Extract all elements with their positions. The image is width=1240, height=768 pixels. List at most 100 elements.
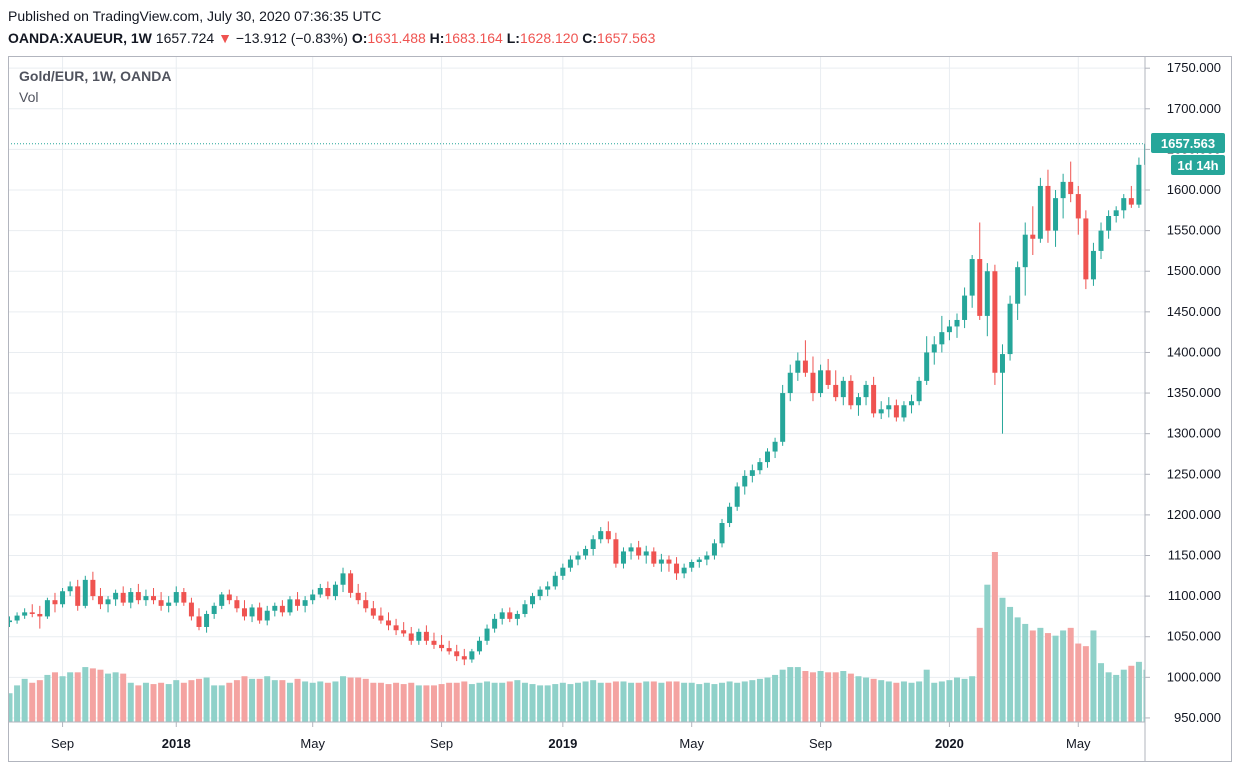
candle-body xyxy=(393,625,399,631)
candle-body xyxy=(727,506,733,524)
volume-bar xyxy=(173,680,180,722)
candle-body xyxy=(378,615,384,621)
candle-body xyxy=(257,607,263,621)
volume-bar xyxy=(461,681,468,722)
candle-body xyxy=(431,640,437,645)
candle-body xyxy=(674,563,680,574)
candle-body xyxy=(863,384,869,398)
volume-bar xyxy=(158,682,165,722)
candle-body xyxy=(757,462,763,471)
volume-bar xyxy=(241,676,248,722)
candle-body xyxy=(476,640,482,652)
volume-bar xyxy=(476,682,483,722)
volume-bar xyxy=(726,681,733,722)
candle-body xyxy=(454,651,460,657)
candle-body xyxy=(984,271,990,316)
volume-bar xyxy=(991,552,998,722)
candle-body xyxy=(537,589,543,597)
volume-bar xyxy=(438,684,445,722)
candle-body xyxy=(878,409,884,414)
low-label: L: xyxy=(506,30,520,46)
candle-body xyxy=(1030,234,1036,239)
candle-body xyxy=(310,594,316,601)
chart-grid xyxy=(8,56,1145,722)
volume-legend[interactable]: Vol xyxy=(19,89,39,105)
volume-bar xyxy=(749,680,756,722)
time-tick-label: 2018 xyxy=(162,736,191,751)
candle-body xyxy=(1113,210,1119,217)
volume-bar xyxy=(249,678,256,722)
volume-bar xyxy=(112,672,119,722)
candle-body xyxy=(75,586,81,606)
volume-bar xyxy=(233,680,240,722)
candle-body xyxy=(446,648,452,652)
volume-bar xyxy=(703,682,710,722)
volume-bar xyxy=(74,672,81,722)
volume-bar xyxy=(446,682,453,722)
open-label: O: xyxy=(351,30,368,46)
price-change: −13.912 (−0.83%) xyxy=(235,30,348,46)
volume-bar xyxy=(430,685,437,722)
candle-body xyxy=(188,602,194,617)
volume-bar xyxy=(468,684,475,722)
volume-bar xyxy=(294,678,301,722)
volume-bar xyxy=(370,682,377,722)
volume-bar xyxy=(142,682,149,722)
volume-bar xyxy=(484,681,491,722)
volume-bar xyxy=(673,681,680,722)
volume-bar xyxy=(44,674,51,722)
candle-body xyxy=(946,326,952,333)
volume-bar xyxy=(1075,643,1082,722)
volume-bar xyxy=(559,682,566,722)
volume-bar xyxy=(21,678,28,722)
volume-bar xyxy=(423,685,430,722)
time-scale[interactable]: Sep 2018 May Sep 2019 May Sep 2020 May xyxy=(51,722,1091,751)
candle-body xyxy=(423,631,429,641)
candle-body xyxy=(113,592,119,600)
low-value: 1628.120 xyxy=(519,30,579,46)
down-arrow-icon: ▼ xyxy=(218,30,232,46)
volume-bar xyxy=(453,682,460,722)
volume-bar xyxy=(741,681,748,722)
volume-bar xyxy=(317,681,324,722)
volume-bar xyxy=(302,681,309,722)
candle-body xyxy=(82,579,88,606)
candle-body xyxy=(552,575,558,587)
volume-bar xyxy=(1014,617,1021,722)
volume-bar xyxy=(764,677,771,722)
price-tick-label: 1200.000 xyxy=(1167,507,1221,522)
candle-body xyxy=(204,613,210,627)
candle-body xyxy=(628,547,634,552)
candle-body xyxy=(173,592,179,603)
candle-body xyxy=(105,599,111,605)
candle-body xyxy=(787,372,793,394)
volume-bar xyxy=(847,673,854,722)
candle-body xyxy=(1075,194,1081,219)
volume-bar xyxy=(491,682,498,722)
volume-bar xyxy=(567,684,574,722)
volume-bar xyxy=(643,681,650,722)
volume-bar xyxy=(817,671,824,722)
volume-bar xyxy=(1022,623,1029,722)
volume-bar xyxy=(597,682,604,722)
candle-body xyxy=(999,354,1005,373)
time-tick-label: May xyxy=(300,736,325,751)
chart-legend-title[interactable]: Gold/EUR, 1W, OANDA xyxy=(19,68,172,84)
volume-bar xyxy=(332,681,339,722)
volume-bar xyxy=(309,682,316,722)
price-chart[interactable]: 1750.0001700.0001650.0001600.0001550.000… xyxy=(8,56,1232,762)
candle-body xyxy=(658,559,664,564)
candle-body xyxy=(613,539,619,564)
candle-body xyxy=(287,599,293,613)
time-tick-label: 2019 xyxy=(548,736,577,751)
candle-body xyxy=(825,370,831,385)
volume-bar xyxy=(787,667,794,722)
volume-bar xyxy=(506,681,513,722)
candle-body xyxy=(772,441,778,452)
candle-body xyxy=(514,613,520,619)
volume-bar xyxy=(1135,661,1142,722)
price-tick-label: 1750.000 xyxy=(1167,60,1221,75)
volume-bar xyxy=(779,669,786,722)
price-tick-label: 1050.000 xyxy=(1167,629,1221,644)
last-price: 1657.724 xyxy=(155,30,215,46)
